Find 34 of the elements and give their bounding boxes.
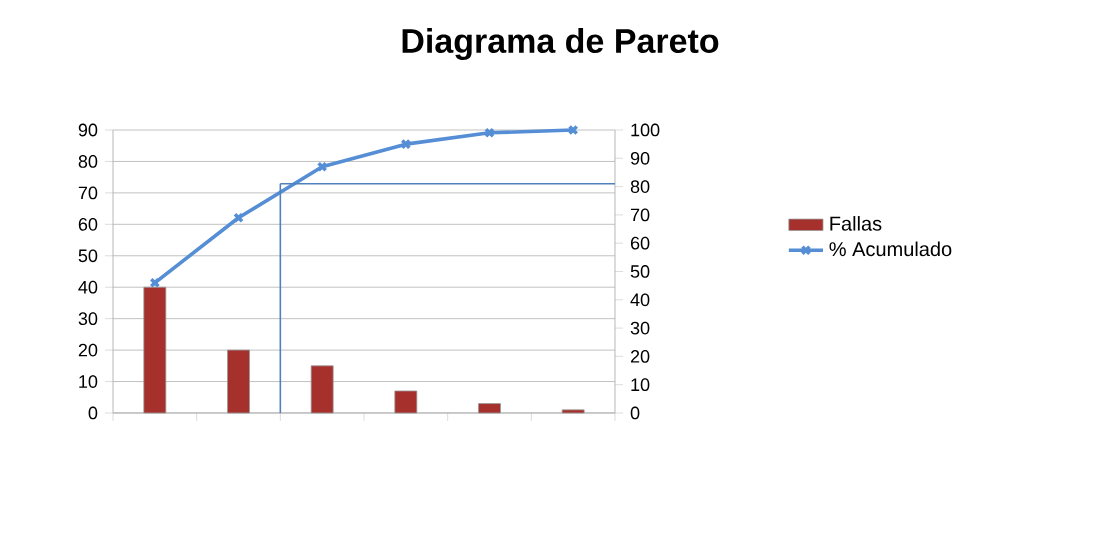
- legend-label: % Acumulado: [829, 241, 952, 257]
- y2-tick-label: 90: [630, 151, 650, 165]
- y2-tick-label: 10: [631, 378, 650, 392]
- y-tick-label: 60: [78, 217, 98, 231]
- bar: [143, 286, 167, 414]
- y2-tick-label: 0: [630, 406, 640, 420]
- y2-tick-label: 30: [630, 321, 650, 335]
- y-tick-label: 30: [78, 312, 98, 326]
- y-tick-label: 90: [78, 123, 98, 137]
- bar: [394, 390, 418, 414]
- y-tick-label: 80: [78, 155, 98, 168]
- point: [484, 127, 495, 139]
- legend-label: Fallas: [830, 216, 882, 231]
- y2-tick-label: 70: [630, 208, 650, 222]
- bar: [227, 349, 250, 414]
- point: [316, 161, 328, 173]
- y2-tick-label: 80: [630, 180, 650, 193]
- bar: [561, 409, 585, 414]
- y2-tick-label: 50: [630, 265, 650, 278]
- y-tick-label: 70: [78, 186, 98, 200]
- bar: [478, 403, 501, 414]
- y-tick-label: 40: [78, 280, 98, 294]
- y2-tick-label: 60: [630, 236, 650, 250]
- y2-tick-label: 100: [631, 123, 660, 137]
- y-tick-label: 0: [88, 406, 98, 420]
- chart-title: Diagrama de Pareto: [402, 28, 719, 60]
- bar: [310, 365, 334, 414]
- point: [233, 212, 244, 224]
- y-tick-label: 50: [78, 249, 98, 263]
- y2-tick-label: 40: [630, 293, 650, 307]
- point: [400, 138, 412, 150]
- y-tick-label: 10: [79, 375, 98, 388]
- y2-tick-label: 20: [630, 350, 650, 363]
- y-tick-label: 20: [78, 343, 98, 357]
